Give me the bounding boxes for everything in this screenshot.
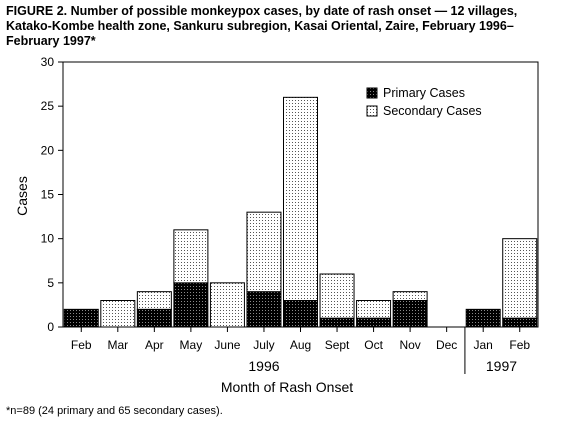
x-tick-label: July	[253, 338, 274, 352]
x-tick-label: Feb	[71, 338, 92, 352]
bar-primary	[392, 300, 428, 328]
x-tick-label: Jan	[474, 338, 493, 352]
x-tick-label: June	[214, 338, 240, 352]
legend-swatch-primary	[366, 87, 378, 99]
bar-secondary	[502, 238, 538, 319]
bars	[63, 96, 538, 328]
axes: 0 5 10 15 20 25 30 Feb Mar Apr May June July Aug Sept O…	[41, 55, 530, 374]
bar-secondary	[209, 282, 245, 328]
x-tick-label: May	[180, 338, 203, 352]
x-tick-label: Aug	[290, 338, 311, 352]
x-tick-label: Nov	[399, 338, 420, 352]
x-tick-label: Sept	[325, 338, 350, 352]
bar-primary	[319, 317, 355, 328]
bar-primary	[465, 308, 501, 328]
bar-primary	[283, 300, 318, 328]
y-tick-label: 25	[41, 99, 55, 113]
y-axis-title: Cases	[14, 176, 30, 216]
bar-primary	[246, 291, 282, 328]
bar-secondary	[392, 291, 428, 301]
bar-primary	[502, 317, 538, 328]
figure-title: FIGURE 2. Number of possible monkeypox c…	[6, 4, 518, 48]
bar-secondary	[100, 300, 136, 328]
x-tick-label: Dec	[436, 338, 457, 352]
y-tick-label: 30	[41, 55, 55, 69]
bar-secondary	[283, 96, 318, 302]
legend-swatch-secondary	[366, 105, 378, 117]
footnote: *n=89 (24 primary and 65 secondary cases…	[6, 405, 223, 417]
x-tick-label: Apr	[145, 338, 164, 352]
y-tick-label: 20	[41, 143, 55, 157]
y-tick-label: 15	[41, 188, 55, 202]
bar-secondary	[246, 211, 282, 293]
legend: Primary Cases Secondary Cases	[366, 86, 482, 118]
legend-label-secondary: Secondary Cases	[383, 104, 482, 118]
x-tick-label: Mar	[107, 338, 128, 352]
bar-secondary	[173, 229, 209, 284]
year-label: 1997	[486, 358, 517, 374]
year-label: 1996	[248, 358, 279, 374]
x-axis-title: Month of Rash Onset	[221, 379, 353, 395]
bar-primary	[173, 282, 209, 328]
y-tick-label: 0	[47, 320, 54, 334]
x-tick-label: Feb	[509, 338, 530, 352]
y-tick-label: 10	[41, 232, 55, 246]
bar-secondary	[319, 273, 355, 319]
legend-label-primary: Primary Cases	[383, 86, 465, 100]
y-tick-label: 5	[47, 276, 54, 290]
bar-primary	[356, 317, 392, 328]
bar-primary	[63, 308, 99, 328]
x-tick-label: Oct	[364, 338, 383, 352]
bar-secondary	[356, 300, 392, 319]
bar-primary	[136, 308, 172, 328]
bar-secondary	[136, 291, 172, 310]
